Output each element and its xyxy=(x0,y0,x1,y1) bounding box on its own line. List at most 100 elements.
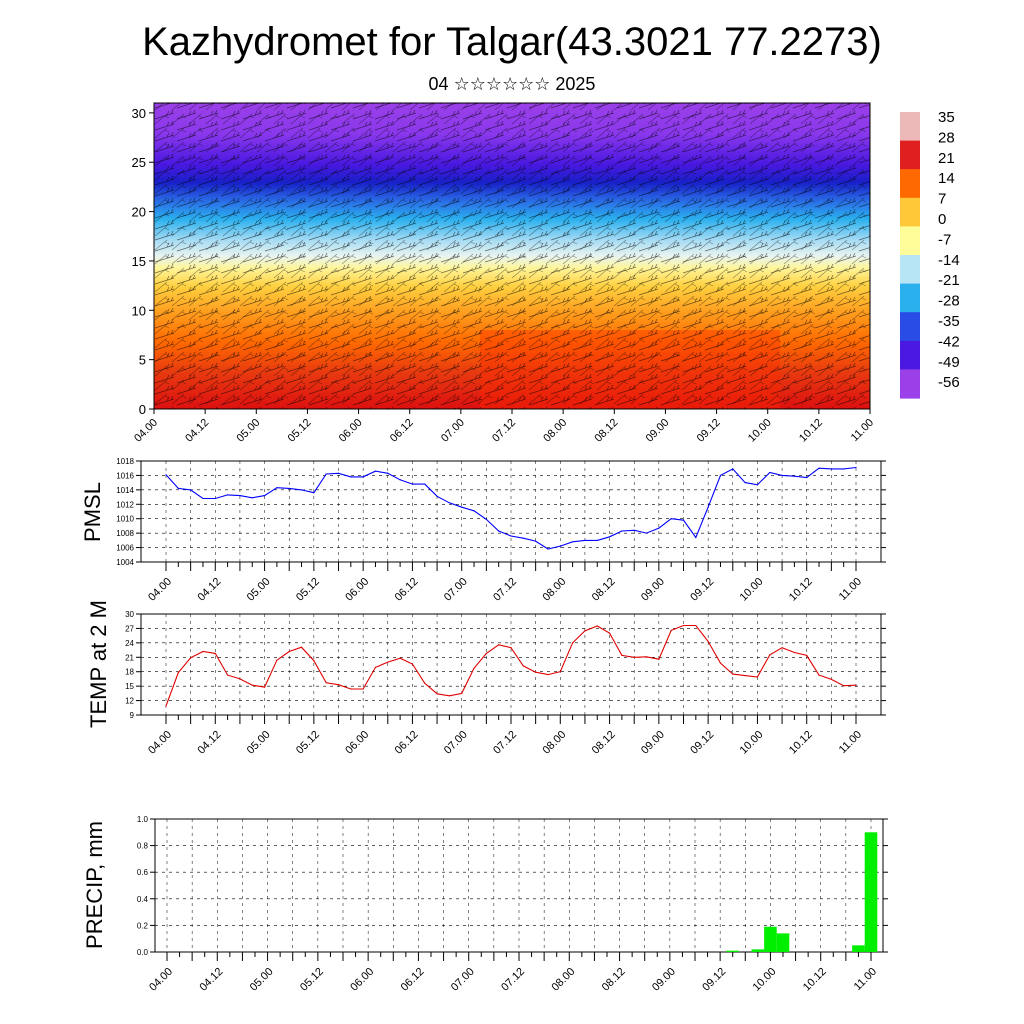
data-point xyxy=(350,476,352,478)
colorbar-label: -35 xyxy=(938,313,960,330)
data-point xyxy=(559,545,561,547)
data-point xyxy=(658,527,660,529)
data-point xyxy=(177,672,179,674)
data-point xyxy=(769,654,771,656)
data-point xyxy=(781,474,783,477)
data-point xyxy=(732,673,734,675)
data-point xyxy=(300,489,303,491)
colorbar-label: -56 xyxy=(938,374,960,391)
chart-title: Kazhydromet for Talgar(43.3021 77.2273) xyxy=(142,20,882,64)
data-point xyxy=(584,539,586,541)
y-tick-label: 24 xyxy=(125,639,134,648)
data-point xyxy=(485,652,487,655)
data-point xyxy=(608,632,611,634)
data-point xyxy=(239,495,241,497)
x-tick-label: 09.00 xyxy=(639,729,667,757)
x-tick-label: 06.00 xyxy=(343,729,371,757)
data-point xyxy=(818,467,820,469)
data-point xyxy=(645,656,648,658)
data-point xyxy=(695,624,697,627)
colorbar-swatch xyxy=(900,140,920,151)
data-point xyxy=(830,678,832,681)
y-tick-label: 12 xyxy=(125,697,134,706)
x-tick-label: 07.00 xyxy=(449,966,477,994)
colorbar-swatch xyxy=(900,216,920,227)
x-tick-label: 04.12 xyxy=(195,729,223,757)
colorbar-label: 28 xyxy=(938,129,955,146)
y-tick-label: 0.2 xyxy=(137,921,149,930)
colorbar-swatch xyxy=(900,121,920,132)
data-point xyxy=(177,487,179,490)
precip-bar xyxy=(764,926,777,952)
data-point xyxy=(263,686,266,688)
x-tick-label: 04.12 xyxy=(183,417,211,445)
x-tick-label: 04.00 xyxy=(147,966,175,994)
colorbar-swatch xyxy=(900,388,920,399)
x-tick-label: 10.00 xyxy=(746,417,774,445)
x-tick-label: 05.12 xyxy=(298,966,326,994)
data-point xyxy=(411,483,414,485)
x-tick-label: 06.00 xyxy=(348,966,376,994)
data-point xyxy=(707,640,709,643)
colorbar-swatch xyxy=(900,169,920,180)
pmsl-axis-label: PMSL xyxy=(80,482,105,542)
colorbar-swatch xyxy=(900,331,920,342)
data-point xyxy=(596,625,598,627)
precip-bar xyxy=(852,945,865,952)
x-tick-label: 11.00 xyxy=(849,417,876,444)
data-point xyxy=(485,518,487,521)
colorbar-swatch xyxy=(900,283,920,294)
data-point xyxy=(535,671,537,673)
data-point xyxy=(399,479,401,481)
x-tick-label: 04.00 xyxy=(132,417,160,445)
x-tick-label: 08.00 xyxy=(549,966,577,994)
colorbar-swatch xyxy=(900,207,920,218)
x-tick-label: 06.12 xyxy=(388,417,416,445)
y-tick-label: 18 xyxy=(125,668,134,677)
data-point xyxy=(806,476,808,479)
colorbar-swatch xyxy=(900,369,920,380)
data-point xyxy=(510,647,512,649)
data-point xyxy=(621,654,623,656)
data-point xyxy=(325,682,327,684)
colorbar-swatch xyxy=(900,197,920,208)
data-point xyxy=(313,492,315,494)
data-point xyxy=(695,536,697,539)
data-point xyxy=(707,506,709,508)
y-tick-label: 21 xyxy=(125,653,134,662)
data-point xyxy=(806,654,808,656)
x-tick-label: 10.00 xyxy=(738,729,766,757)
data-point xyxy=(498,530,500,532)
data-point xyxy=(572,642,574,644)
data-point xyxy=(744,482,746,484)
y-tick-label: 1016 xyxy=(116,471,134,480)
data-point xyxy=(547,674,549,676)
colorbar-swatch xyxy=(900,302,920,313)
data-point xyxy=(682,624,685,627)
x-tick-label: 11.00 xyxy=(837,729,864,756)
x-tick-label: 07.12 xyxy=(491,729,519,757)
data-point xyxy=(411,663,414,665)
data-point xyxy=(374,666,377,668)
series-line xyxy=(165,466,857,550)
data-point xyxy=(608,536,611,538)
pmsl-panel: PMSL 1004100610081010101210141016101804.… xyxy=(80,457,886,604)
colorbar-label: 14 xyxy=(938,170,955,187)
precip-bar xyxy=(864,832,878,952)
data-point xyxy=(350,688,352,690)
y-tick-label: 0.0 xyxy=(137,948,149,957)
colorbar-label: 7 xyxy=(938,191,946,208)
data-point xyxy=(744,674,746,677)
colorbar-swatch xyxy=(900,131,920,142)
y-tick-label: 30 xyxy=(132,106,146,121)
data-point xyxy=(843,468,845,470)
x-tick-label: 04.00 xyxy=(146,729,174,757)
data-point xyxy=(214,652,216,655)
x-tick-label: 05.12 xyxy=(286,417,314,445)
data-point xyxy=(387,472,389,474)
colorbar-swatch xyxy=(900,378,920,390)
data-point xyxy=(596,539,598,541)
x-tick-label: 08.12 xyxy=(600,966,628,994)
colorbar-label: -14 xyxy=(938,252,960,269)
x-tick-label: 09.00 xyxy=(644,417,672,445)
